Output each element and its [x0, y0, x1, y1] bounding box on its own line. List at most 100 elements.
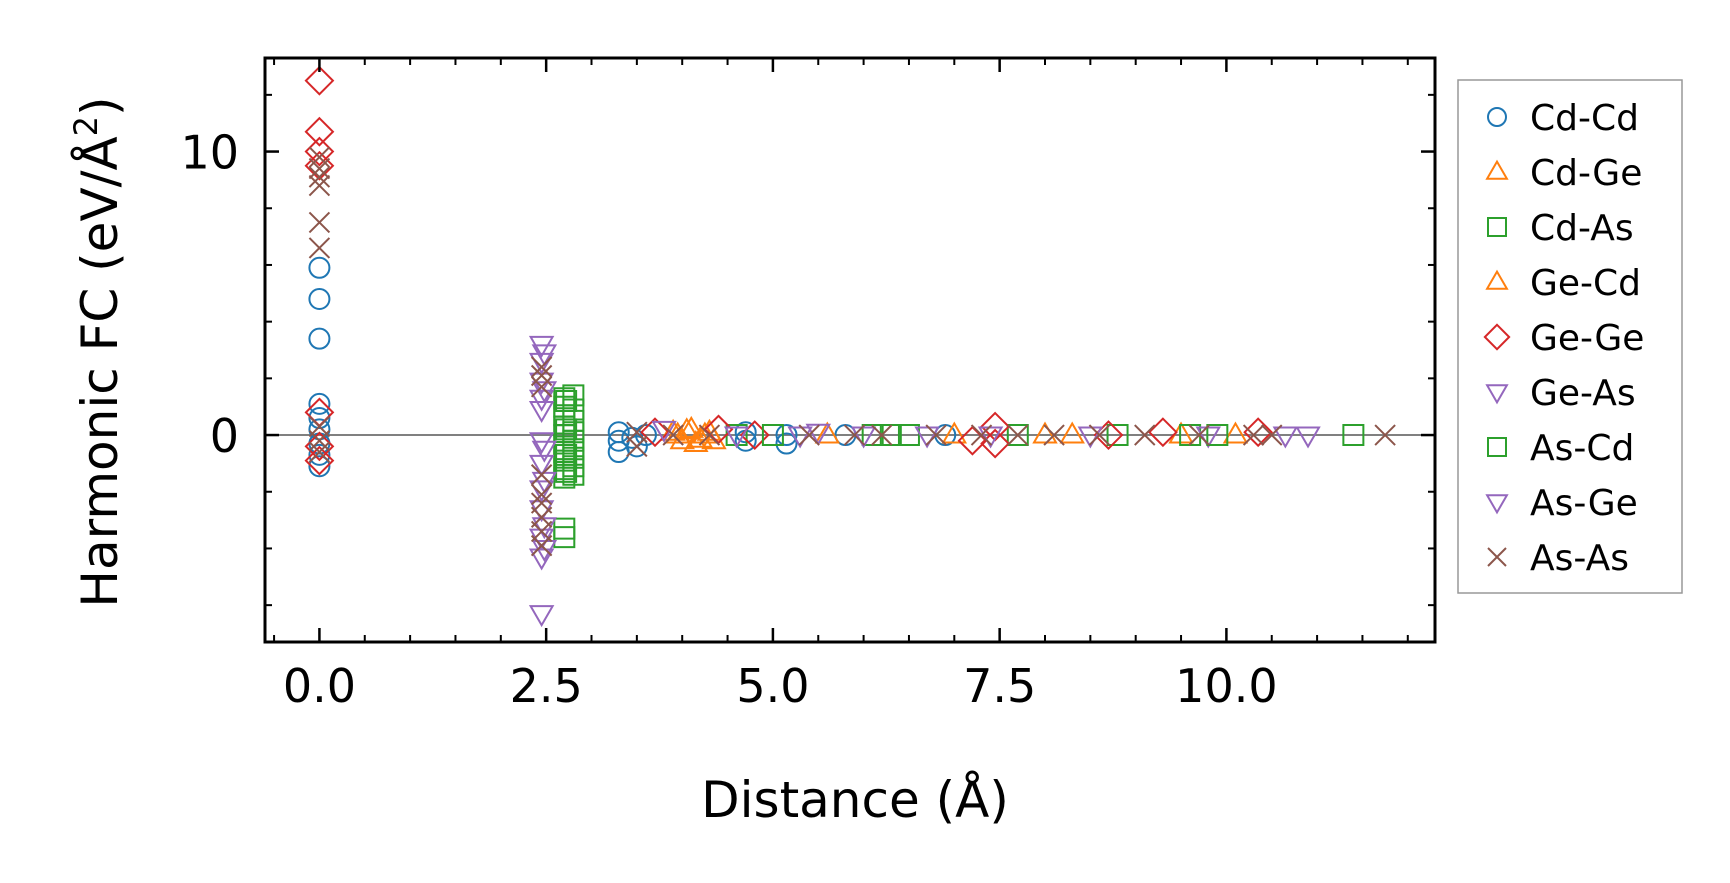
legend-item: Cd-As — [1487, 208, 1634, 249]
x-tick-label: 2.5 — [510, 659, 583, 713]
x-axis-label: Distance (Å) — [701, 771, 1009, 829]
legend-item: As-As — [1487, 538, 1629, 579]
data-point — [723, 426, 750, 449]
y-axis-label-superscript: 2 — [67, 116, 105, 136]
data-point — [798, 424, 820, 446]
x-tick-label: 5.0 — [736, 659, 809, 713]
data-point — [308, 157, 331, 180]
legend-marker — [1483, 323, 1511, 351]
y-axis-label-close: ) — [71, 96, 129, 116]
x-tick-label: 0.0 — [283, 659, 356, 713]
legend-label: Ge-Ge — [1530, 318, 1644, 359]
x-tick-label: 10.0 — [1175, 659, 1277, 713]
data-point — [1243, 417, 1274, 448]
legend-marker — [1487, 547, 1507, 567]
data-point — [553, 526, 576, 549]
data-point — [530, 534, 553, 557]
data-point — [308, 430, 331, 452]
data-point — [1059, 421, 1085, 444]
legend-item: Cd-Ge — [1485, 153, 1642, 194]
data-point — [528, 480, 555, 503]
data-point — [775, 424, 798, 447]
data-point — [1342, 424, 1365, 447]
data-point — [553, 517, 576, 540]
data-point — [634, 424, 657, 447]
data-point — [698, 424, 721, 446]
data-point — [528, 352, 555, 375]
data-point — [607, 421, 630, 444]
data-point — [308, 237, 331, 259]
y-tick-label: 10 — [180, 126, 239, 180]
legend: Cd-Cd Cd-Ge Cd-As Ge-Cd Ge-Ge Ge-As As-Cd As-Ge… — [1457, 79, 1683, 594]
data-point — [1007, 424, 1029, 446]
data-point — [1206, 424, 1229, 447]
data-point — [1272, 426, 1299, 449]
data-point — [308, 166, 331, 188]
data-point — [674, 417, 700, 440]
legend-item: Cd-Cd — [1487, 98, 1639, 139]
data-point — [897, 424, 920, 447]
y-axis-label: Harmonic FC (eV/Å2) — [67, 96, 129, 607]
data-point — [531, 381, 558, 404]
data-point — [308, 432, 331, 455]
data-point — [528, 548, 555, 571]
data-point — [308, 211, 331, 234]
legend-label: As-As — [1530, 538, 1629, 579]
legend-marker — [1487, 107, 1507, 127]
legend-item: As-Ge — [1485, 483, 1638, 524]
data-point — [871, 424, 893, 446]
data-point — [1242, 424, 1265, 446]
data-point — [308, 146, 331, 168]
data-point — [725, 424, 748, 447]
data-point — [775, 432, 798, 455]
series-as-ge — [531, 344, 940, 562]
data-point — [304, 116, 335, 147]
data-point — [1032, 421, 1058, 444]
data-point — [977, 426, 1004, 449]
data-point — [970, 424, 993, 446]
data-point — [308, 443, 331, 466]
legend-label: As-Ge — [1530, 483, 1638, 524]
data-point — [308, 287, 331, 310]
series-ge-as — [528, 335, 1321, 628]
legend-marker — [1485, 159, 1509, 180]
legend-label: As-Cd — [1530, 428, 1634, 469]
data-point — [304, 445, 335, 476]
data-point — [555, 418, 578, 441]
series-cd-as — [553, 384, 1365, 549]
data-point — [304, 65, 335, 96]
data-point — [308, 174, 331, 197]
legend-marker — [1485, 269, 1509, 290]
plot-frame — [263, 56, 1437, 644]
data-point — [1374, 424, 1396, 446]
data-point — [640, 417, 670, 448]
legend-item: Ge-As — [1485, 373, 1636, 414]
data-point — [530, 483, 553, 506]
data-point — [1222, 421, 1249, 444]
data-point — [814, 421, 841, 444]
data-point — [1134, 424, 1156, 446]
legend-label: Ge-Cd — [1530, 263, 1641, 304]
legend-label: Cd-Ge — [1530, 153, 1642, 194]
y-tick-label: 0 — [210, 409, 239, 463]
data-point — [662, 424, 684, 446]
x-ticks: 0.0 2.5 5.0 7.5 10.0 — [273, 58, 1409, 713]
data-point — [531, 344, 558, 367]
data-point — [555, 390, 578, 413]
data-point — [1188, 424, 1210, 446]
data-point — [308, 455, 331, 478]
data-point — [678, 415, 705, 438]
x-tick-label: 7.5 — [963, 659, 1036, 713]
data-point — [530, 464, 553, 486]
data-point — [761, 424, 784, 447]
y-ticks: 0 10 — [180, 93, 1435, 607]
data-point — [1179, 424, 1202, 447]
data-point — [308, 441, 331, 463]
data-point — [626, 435, 648, 458]
data-point — [1147, 417, 1178, 448]
data-point — [1043, 424, 1065, 446]
data-point — [308, 407, 331, 430]
data-point — [925, 424, 947, 446]
legend-item: Ge-Cd — [1485, 263, 1641, 304]
data-point — [1106, 424, 1129, 447]
